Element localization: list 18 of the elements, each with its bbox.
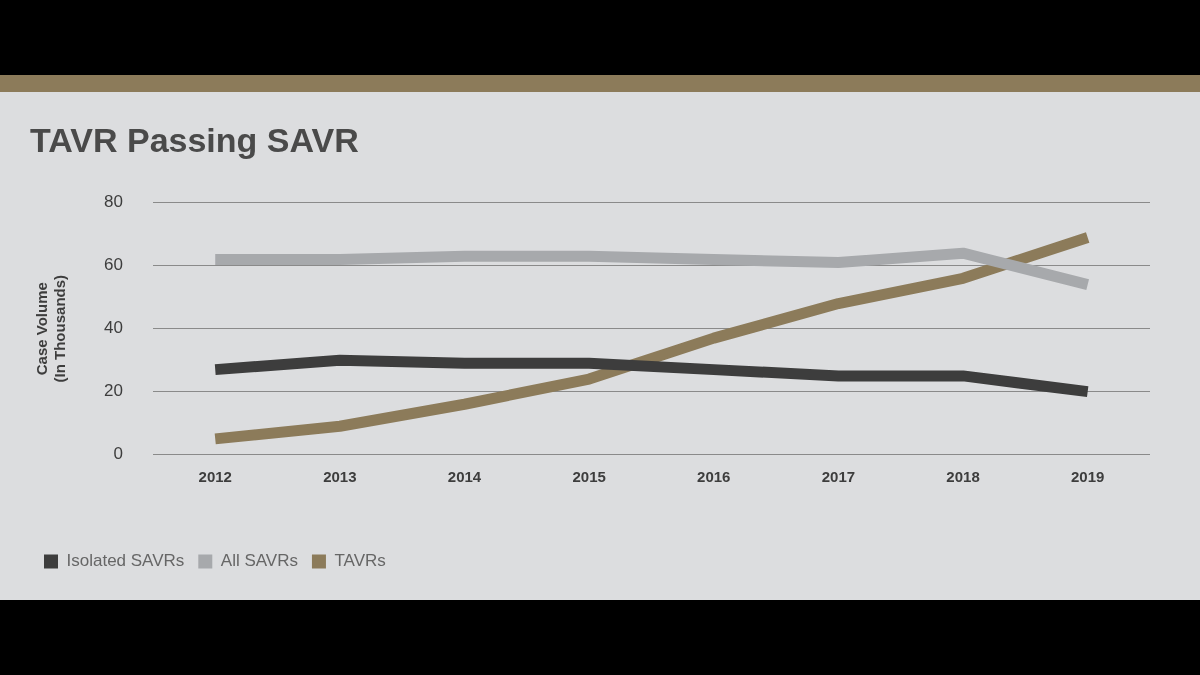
legend-label: All SAVRs [220, 551, 298, 571]
chart-title: TAVR Passing SAVR [30, 120, 359, 159]
x-tick-label: 2017 [821, 467, 856, 485]
y-tick-label: 80 [103, 192, 123, 212]
x-tick-label: 2013 [323, 467, 357, 485]
y-axis-title: Case Volume (In Thousands) [33, 274, 69, 383]
y-tick-label: 20 [103, 381, 123, 401]
x-tick-label: 2018 [946, 467, 980, 485]
x-tick-label: 2016 [697, 467, 731, 485]
y-tick-label: 60 [103, 255, 123, 275]
x-tick-label: 2015 [572, 467, 606, 485]
legend-label: TAVRs [334, 551, 386, 571]
x-tick-label: 2012 [198, 467, 232, 485]
x-tick-label: 2019 [1070, 467, 1105, 485]
y-tick-label: 40 [103, 318, 123, 338]
x-tick-label: 2014 [447, 467, 482, 485]
y-tick-label: 0 [113, 444, 123, 464]
legend-label: Isolated SAVRs [66, 551, 185, 571]
